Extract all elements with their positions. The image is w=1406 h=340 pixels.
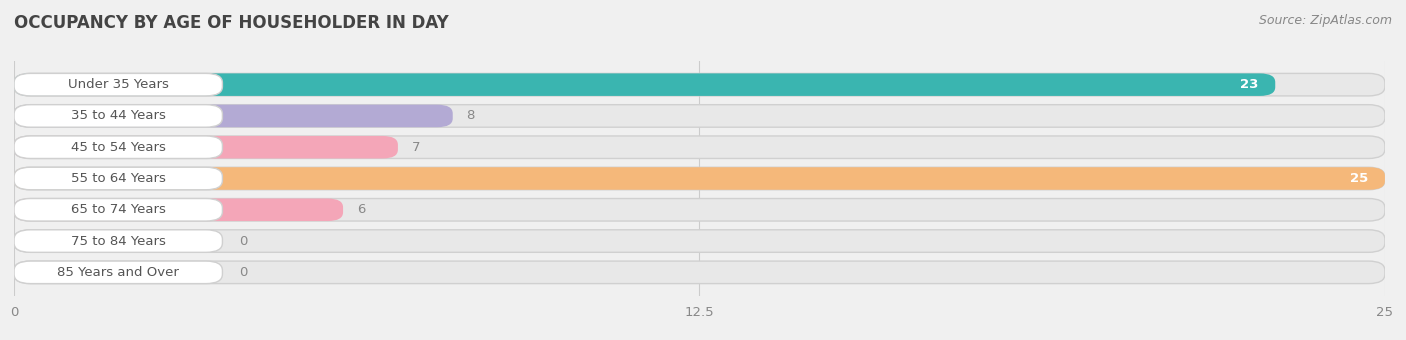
Text: 0: 0: [239, 266, 247, 279]
FancyBboxPatch shape: [14, 167, 222, 190]
Text: 65 to 74 Years: 65 to 74 Years: [70, 203, 166, 216]
FancyBboxPatch shape: [14, 230, 222, 252]
FancyBboxPatch shape: [14, 73, 1385, 96]
Text: 25: 25: [1350, 172, 1368, 185]
FancyBboxPatch shape: [14, 136, 222, 158]
FancyBboxPatch shape: [14, 136, 1385, 158]
Text: 35 to 44 Years: 35 to 44 Years: [70, 109, 166, 122]
Text: 75 to 84 Years: 75 to 84 Years: [70, 235, 166, 248]
FancyBboxPatch shape: [14, 73, 222, 96]
Text: 8: 8: [467, 109, 475, 122]
FancyBboxPatch shape: [14, 105, 222, 127]
FancyBboxPatch shape: [14, 136, 398, 158]
FancyBboxPatch shape: [14, 73, 1275, 96]
Text: OCCUPANCY BY AGE OF HOUSEHOLDER IN DAY: OCCUPANCY BY AGE OF HOUSEHOLDER IN DAY: [14, 14, 449, 32]
FancyBboxPatch shape: [14, 167, 1385, 190]
FancyBboxPatch shape: [14, 199, 343, 221]
FancyBboxPatch shape: [14, 230, 1385, 252]
Text: 0: 0: [239, 235, 247, 248]
Text: 7: 7: [412, 141, 420, 154]
Text: 6: 6: [357, 203, 366, 216]
FancyBboxPatch shape: [14, 261, 1385, 284]
FancyBboxPatch shape: [14, 167, 1385, 190]
Text: 55 to 64 Years: 55 to 64 Years: [70, 172, 166, 185]
Text: 45 to 54 Years: 45 to 54 Years: [70, 141, 166, 154]
FancyBboxPatch shape: [14, 105, 453, 127]
FancyBboxPatch shape: [14, 199, 1385, 221]
FancyBboxPatch shape: [14, 105, 1385, 127]
Text: Under 35 Years: Under 35 Years: [67, 78, 169, 91]
Text: Source: ZipAtlas.com: Source: ZipAtlas.com: [1258, 14, 1392, 27]
FancyBboxPatch shape: [14, 199, 222, 221]
FancyBboxPatch shape: [14, 261, 222, 284]
Text: 85 Years and Over: 85 Years and Over: [58, 266, 179, 279]
Text: 23: 23: [1240, 78, 1258, 91]
